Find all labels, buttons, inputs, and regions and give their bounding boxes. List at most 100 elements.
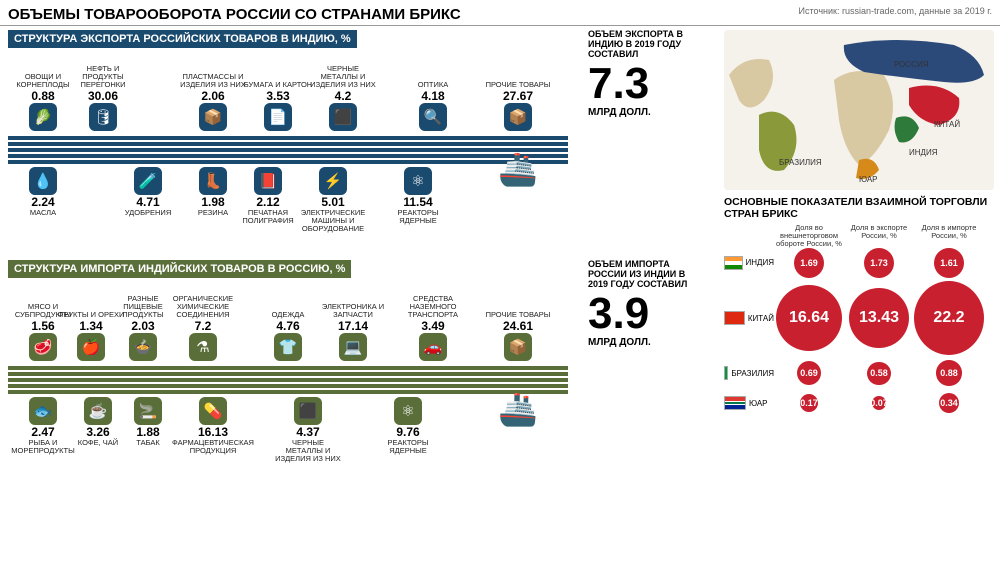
category-label: ФАРМАЦЕВТИЧЕСКАЯ ПРОДУКЦИЯ: [172, 439, 254, 455]
category-label: ПЕЧАТНАЯ ПОЛИГРАФИЯ: [233, 209, 303, 225]
category-label: ПРОЧИЕ ТОВАРЫ: [486, 81, 551, 89]
category-item: ЭЛЕКТРОНИКА И ЗАПЧАСТИ17.14💻: [318, 303, 388, 362]
brics-bubble: 16.64: [776, 285, 842, 351]
import-kpi-label: ОБЪЕМ ИМПОРТА РОССИИ ИЗ ИНДИИ В 2019 ГОД…: [588, 260, 698, 290]
category-icon: 📦: [504, 103, 532, 131]
category-label: РЕАКТОРЫ ЯДЕРНЫЕ: [383, 209, 453, 225]
map-label: БРАЗИЛИЯ: [779, 158, 822, 167]
flag-icon: [724, 366, 728, 380]
brics-bubble: 1.61: [934, 248, 964, 278]
category-label: НЕФТЬ И ПРОДУКТЫ ПЕРЕГОНКИ: [68, 65, 138, 89]
category-value: 1.98: [201, 196, 224, 208]
category-label: УДОБРЕНИЯ: [125, 209, 172, 217]
category-value: 24.61: [503, 320, 533, 332]
category-item: 💊16.13ФАРМАЦЕВТИЧЕСКАЯ ПРОДУКЦИЯ: [178, 396, 248, 455]
category-value: 1.56: [31, 320, 54, 332]
category-value: 16.13: [198, 426, 228, 438]
category-label: ПРОЧИЕ ТОВАРЫ: [486, 311, 551, 319]
category-item: ⬛4.37ЧЕРНЫЕ МЕТАЛЛЫ И ИЗДЕЛИЯ ИЗ НИХ: [273, 396, 343, 463]
brics-table-body: ИНДИЯ1.691.731.61КИТАЙ16.6413.4322.2БРАЗ…: [724, 248, 992, 418]
category-item: ⚛9.76РЕАКТОРЫ ЯДЕРНЫЕ: [373, 396, 443, 455]
category-icon: ⚡: [319, 167, 347, 195]
category-item: ⚡5.01ЭЛЕКТРИЧЕСКИЕ МАШИНЫ И ОБОРУДОВАНИЕ: [298, 166, 368, 233]
category-icon: 📦: [199, 103, 227, 131]
category-label: ЭЛЕКТРИЧЕСКИЕ МАШИНЫ И ОБОРУДОВАНИЕ: [298, 209, 368, 233]
import-title: СТРУКТУРА ИМПОРТА ИНДИЙСКИХ ТОВАРОВ В РО…: [8, 260, 351, 278]
map-label: РОССИЯ: [894, 60, 928, 69]
category-icon: 📄: [264, 103, 292, 131]
category-value: 9.76: [396, 426, 419, 438]
category-item: НЕФТЬ И ПРОДУКТЫ ПЕРЕГОНКИ30.06🛢: [68, 65, 138, 132]
category-icon: 🔍: [419, 103, 447, 131]
category-item: ЧЕРНЫЕ МЕТАЛЛЫ И ИЗДЕЛИЯ ИЗ НИХ4.2⬛: [308, 65, 378, 132]
category-label: ОПТИКА: [418, 81, 449, 89]
category-value: 4.37: [296, 426, 319, 438]
category-label: МАСЛА: [30, 209, 56, 217]
category-label: РЕЗИНА: [198, 209, 228, 217]
import-section: СТРУКТУРА ИМПОРТА ИНДИЙСКИХ ТОВАРОВ В РО…: [8, 260, 714, 484]
category-item: ОДЕЖДА4.76👕: [253, 311, 323, 362]
category-icon: 🐟: [29, 397, 57, 425]
brics-bubble: 0.58: [867, 362, 890, 385]
flag-icon: [724, 256, 743, 270]
category-icon: 🥩: [29, 333, 57, 361]
category-icon: ⬛: [329, 103, 357, 131]
category-label: СРЕДСТВА НАЗЕМНОГО ТРАНСПОРТА: [398, 295, 468, 319]
category-icon: 🛢: [89, 103, 117, 131]
category-icon: ☕: [84, 397, 112, 425]
category-value: 17.14: [338, 320, 368, 332]
export-title: СТРУКТУРА ЭКСПОРТА РОССИЙСКИХ ТОВАРОВ В …: [8, 30, 357, 48]
import-items-bottom: 🐟2.47РЫБА И МОРЕПРОДУКТЫ☕3.26КОФЕ, ЧАЙ🚬1…: [8, 396, 714, 484]
category-value: 11.54: [403, 196, 432, 208]
import-kpi-unit: МЛРД ДОЛЛ.: [588, 337, 698, 348]
category-label: ОРГАНИЧЕСКИЕ ХИМИЧЕСКИЕ СОЕДИНЕНИЯ: [168, 295, 238, 319]
brics-bubble: 1.73: [864, 248, 894, 278]
category-icon: 🍲: [129, 333, 157, 361]
category-value: 4.71: [136, 196, 159, 208]
category-value: 0.88: [31, 90, 54, 102]
map-label: ЮАР: [859, 175, 878, 184]
brics-row: КИТАЙ16.6413.4322.2: [724, 278, 992, 358]
country-name: КИТАЙ: [748, 314, 774, 323]
left-column: СТРУКТУРА ЭКСПОРТА РОССИЙСКИХ ТОВАРОВ В …: [0, 26, 720, 556]
export-kpi: ОБЪЕМ ЭКСПОРТА В ИНДИЮ В 2019 ГОДУ СОСТА…: [588, 30, 698, 118]
brics-row: БРАЗИЛИЯ0.690.580.88: [724, 358, 992, 388]
country-name: ЮАР: [749, 399, 768, 408]
world-map: РОССИЯКИТАЙИНДИЯБРАЗИЛИЯЮАР: [724, 30, 994, 190]
category-item: СРЕДСТВА НАЗЕМНОГО ТРАНСПОРТА3.49🚗: [398, 295, 468, 362]
brics-col-3: Доля в импорте России, %: [914, 224, 984, 248]
category-item: ПРОЧИЕ ТОВАРЫ24.61📦: [483, 311, 553, 362]
main-layout: СТРУКТУРА ЭКСПОРТА РОССИЙСКИХ ТОВАРОВ В …: [0, 26, 1000, 556]
brics-title: ОСНОВНЫЕ ПОКАЗАТЕЛИ ВЗАИМНОЙ ТОРГОВЛИ СТ…: [724, 196, 992, 220]
brics-bubble: 1.69: [794, 248, 824, 278]
category-item: ОРГАНИЧЕСКИЕ ХИМИЧЕСКИЕ СОЕДИНЕНИЯ7.2⚗: [168, 295, 238, 362]
category-item: 🧪4.71УДОБРЕНИЯ: [113, 166, 183, 217]
category-icon: ⚛: [404, 167, 432, 195]
right-column: РОССИЯКИТАЙИНДИЯБРАЗИЛИЯЮАР ОСНОВНЫЕ ПОК…: [720, 26, 1000, 556]
brics-bubble: 0.34: [939, 393, 960, 414]
category-label: ЭЛЕКТРОНИКА И ЗАПЧАСТИ: [318, 303, 388, 319]
source-note: Источник: russian-trade.com, данные за 2…: [799, 6, 992, 16]
brics-table-head: Доля во внешнеторговом обороте России, %…: [724, 224, 992, 248]
category-icon: ⬛: [294, 397, 322, 425]
category-label: ЧЕРНЫЕ МЕТАЛЛЫ И ИЗДЕЛИЯ ИЗ НИХ: [273, 439, 343, 463]
category-value: 7.2: [195, 320, 212, 332]
category-label: БУМАГА И КАРТОН: [244, 81, 312, 89]
export-kpi-unit: МЛРД ДОЛЛ.: [588, 107, 698, 118]
category-item: ⚛11.54РЕАКТОРЫ ЯДЕРНЫЕ: [383, 166, 453, 225]
category-value: 1.34: [79, 320, 102, 332]
brics-row: ИНДИЯ1.691.731.61: [724, 248, 992, 278]
brics-bubble: 0.69: [797, 361, 821, 385]
export-stripe: [8, 134, 568, 164]
export-kpi-label: ОБЪЕМ ЭКСПОРТА В ИНДИЮ В 2019 ГОДУ СОСТА…: [588, 30, 698, 60]
category-icon: 💻: [339, 333, 367, 361]
category-value: 27.67: [503, 90, 533, 102]
category-icon: 📕: [254, 167, 282, 195]
category-value: 4.76: [276, 320, 299, 332]
category-label: ОДЕЖДА: [272, 311, 305, 319]
category-value: 30.06: [88, 90, 118, 102]
category-icon: 🧪: [134, 167, 162, 195]
import-kpi-number: 3.9: [588, 294, 698, 334]
category-label: ТАБАК: [136, 439, 159, 447]
category-item: 📕2.12ПЕЧАТНАЯ ПОЛИГРАФИЯ: [233, 166, 303, 225]
